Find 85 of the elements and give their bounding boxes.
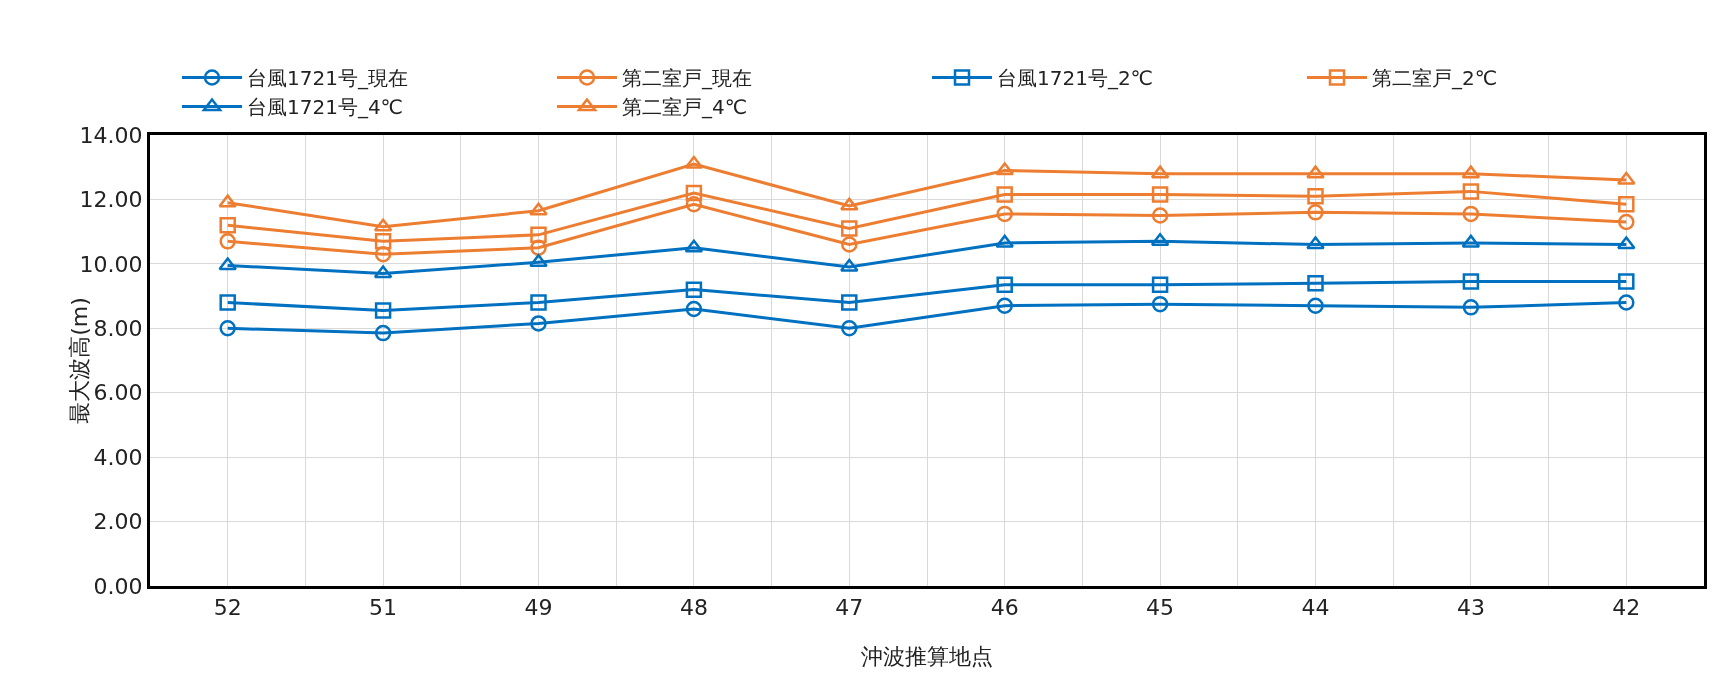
point <box>218 257 238 271</box>
point <box>841 236 858 253</box>
point <box>1151 276 1169 294</box>
point <box>1306 165 1325 179</box>
point <box>1618 273 1635 290</box>
x-tick-label: 46 <box>990 595 1019 621</box>
point <box>841 320 858 337</box>
x-tick-label: 45 <box>1146 595 1175 621</box>
point <box>839 197 859 211</box>
point <box>996 186 1013 203</box>
point <box>529 202 548 216</box>
point <box>839 258 859 272</box>
point <box>995 162 1015 176</box>
point <box>1618 294 1635 311</box>
point <box>219 216 236 234</box>
x-axis-title: 沖波推算地点 <box>861 644 993 669</box>
y-tick-label: 2.00 <box>93 509 143 535</box>
point <box>374 245 392 263</box>
point <box>530 294 547 311</box>
point <box>1307 187 1324 205</box>
point <box>1151 207 1169 224</box>
y-tick-label: 8.00 <box>93 315 143 341</box>
point <box>1462 205 1480 223</box>
point <box>1306 236 1325 250</box>
x-tick-label: 49 <box>524 595 553 621</box>
point <box>1618 196 1635 213</box>
point <box>1462 299 1480 316</box>
point <box>996 205 1013 223</box>
x-tick-label: 48 <box>679 595 708 621</box>
point <box>1307 204 1324 221</box>
y-tick-label: 10.00 <box>79 251 143 277</box>
point <box>684 155 704 169</box>
point <box>841 294 858 311</box>
point <box>373 265 393 279</box>
x-tick-label: 52 <box>213 595 242 621</box>
point <box>1618 213 1635 231</box>
y-tick-label: 12.00 <box>79 187 143 213</box>
point <box>685 184 703 202</box>
point <box>1461 234 1481 248</box>
x-tick-label: 42 <box>1612 595 1641 621</box>
point <box>1616 236 1636 250</box>
legend-label: 台風1721号_現在 <box>247 66 408 91</box>
point <box>1461 165 1481 179</box>
point <box>374 302 392 319</box>
x-tick-label: 43 <box>1456 595 1485 621</box>
point <box>530 239 547 256</box>
point <box>996 297 1013 314</box>
point <box>219 294 236 311</box>
point <box>684 239 704 253</box>
point <box>374 233 392 250</box>
point <box>1150 233 1170 247</box>
point <box>374 324 392 342</box>
point <box>841 220 858 237</box>
point <box>1307 297 1324 314</box>
point <box>1151 295 1169 313</box>
point <box>685 300 703 318</box>
x-tick-label: 51 <box>369 595 398 621</box>
point <box>218 194 238 208</box>
legend-label: 第二室戸_4℃ <box>622 95 748 120</box>
point <box>995 234 1015 248</box>
legend-label: 台風1721号_4℃ <box>247 95 404 120</box>
legend-label: 台風1721号_2℃ <box>997 66 1154 91</box>
point <box>1462 183 1480 200</box>
point <box>219 320 236 337</box>
point <box>996 276 1013 294</box>
point <box>530 226 547 244</box>
y-axis-title: 最大波高(m) <box>66 297 92 424</box>
y-tick-label: 0.00 <box>93 573 143 599</box>
point <box>685 196 703 213</box>
point <box>530 315 547 332</box>
point <box>685 281 703 298</box>
y-tick-label: 14.00 <box>79 122 143 148</box>
legend-label: 第二室戸_2℃ <box>1372 66 1498 91</box>
x-tick-label: 47 <box>835 595 864 621</box>
y-tick-label: 6.00 <box>93 380 143 406</box>
point <box>219 233 236 250</box>
point <box>373 218 393 232</box>
legend-label: 第二室戸_現在 <box>622 66 752 91</box>
y-tick-label: 4.00 <box>93 444 143 470</box>
point <box>1307 274 1324 292</box>
point <box>1151 186 1169 203</box>
point <box>1616 171 1636 185</box>
x-tick-label: 44 <box>1301 595 1330 621</box>
point <box>1462 273 1480 290</box>
point <box>1150 165 1170 179</box>
